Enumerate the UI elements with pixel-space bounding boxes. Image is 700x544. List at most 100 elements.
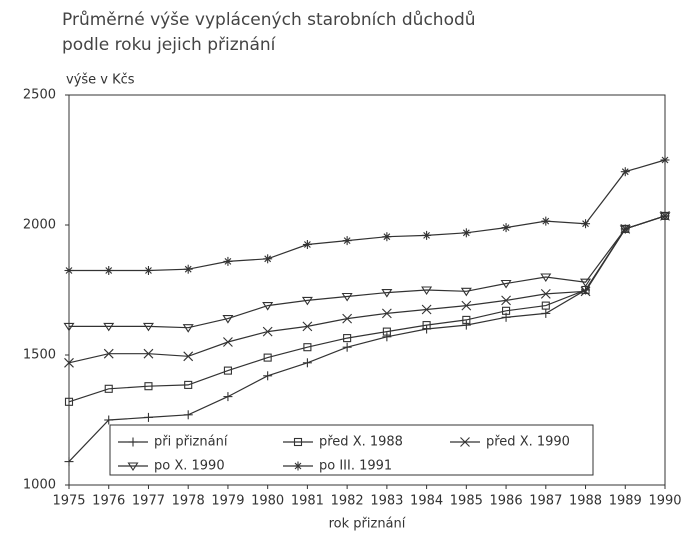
- marker: [422, 230, 432, 240]
- marker-square: [184, 380, 193, 389]
- marker-triangle: [540, 273, 552, 283]
- marker: [104, 266, 114, 275]
- x-tick-label: 1975: [52, 494, 85, 509]
- marker: [382, 327, 391, 336]
- marker-square: [64, 397, 74, 406]
- marker-triangle: [301, 296, 313, 306]
- marker: [660, 155, 670, 165]
- marker: [461, 320, 471, 330]
- marker: [541, 301, 550, 310]
- marker-triangle: [659, 212, 671, 221]
- marker: [341, 292, 353, 302]
- marker-stroke: [184, 265, 192, 273]
- marker-stroke: [183, 351, 194, 362]
- marker: [64, 457, 74, 467]
- marker: [501, 295, 511, 306]
- marker-square: [223, 366, 232, 375]
- marker-stroke: [542, 217, 550, 225]
- marker: [142, 322, 154, 332]
- marker: [104, 415, 114, 425]
- marker-stroke: [145, 267, 152, 274]
- marker: [381, 289, 393, 298]
- marker: [103, 322, 115, 332]
- marker-triangle: [182, 324, 194, 333]
- marker: [184, 380, 193, 389]
- x-tick-label: 1979: [211, 494, 244, 509]
- marker: [381, 308, 392, 319]
- marker-triangle: [63, 322, 75, 332]
- marker: [343, 334, 352, 343]
- series-line: [68, 215, 666, 364]
- marker: [421, 286, 433, 296]
- marker: [143, 348, 154, 359]
- marker-stroke: [540, 289, 551, 299]
- marker-stroke: [105, 267, 113, 274]
- marker: [303, 343, 312, 352]
- marker: [128, 437, 138, 447]
- marker-triangle: [460, 287, 472, 297]
- marker: [127, 462, 139, 472]
- marker: [293, 437, 303, 447]
- marker-stroke: [264, 255, 272, 263]
- marker: [461, 228, 471, 238]
- marker: [182, 324, 194, 333]
- x-tick-label: 1988: [569, 494, 602, 509]
- marker: [462, 315, 471, 324]
- x-tick-label: 1986: [490, 494, 523, 509]
- marker: [64, 357, 74, 368]
- marker: [293, 461, 303, 471]
- series-line: [69, 159, 666, 272]
- marker-stroke: [65, 267, 73, 274]
- marker: [382, 232, 392, 242]
- marker: [301, 296, 313, 306]
- x-tick-label: 1981: [291, 494, 324, 509]
- legend-box: [109, 424, 594, 476]
- marker: [502, 306, 511, 315]
- marker: [183, 351, 194, 362]
- marker: [263, 371, 273, 381]
- y-tick-label: 2500: [23, 88, 56, 103]
- marker-stroke: [383, 233, 391, 241]
- marker: [302, 321, 313, 332]
- x-tick-label: 1980: [251, 494, 284, 509]
- marker-stroke: [342, 313, 353, 324]
- marker-triangle: [222, 315, 234, 324]
- series-line: [68, 215, 666, 403]
- legend-label: před X. 1990: [486, 435, 570, 450]
- marker: [342, 313, 353, 324]
- marker: [263, 353, 272, 362]
- marker: [143, 412, 153, 422]
- marker: [263, 254, 273, 264]
- marker: [144, 382, 153, 391]
- x-tick-label: 1983: [370, 494, 403, 509]
- marker: [541, 308, 551, 318]
- marker: [500, 279, 512, 289]
- marker: [223, 256, 233, 266]
- marker-triangle: [619, 225, 631, 234]
- marker: [262, 326, 273, 337]
- marker-triangle: [341, 292, 353, 302]
- marker: [183, 264, 193, 274]
- marker: [103, 348, 114, 359]
- marker-stroke: [502, 224, 510, 231]
- marker: [461, 300, 472, 311]
- marker: [143, 266, 153, 275]
- x-tick-label: 1978: [172, 494, 205, 509]
- marker: [501, 223, 511, 233]
- marker: [223, 392, 233, 402]
- legend-label: po III. 1991: [319, 459, 392, 474]
- marker: [460, 287, 472, 297]
- marker: [342, 342, 352, 352]
- marker-triangle: [262, 302, 274, 311]
- marker-square: [144, 382, 153, 391]
- marker: [104, 384, 113, 393]
- series-line: [69, 215, 666, 329]
- marker: [342, 236, 352, 246]
- marker: [580, 286, 591, 297]
- x-tick-label: 1982: [331, 494, 364, 509]
- marker-stroke: [294, 462, 302, 470]
- marker-square: [541, 301, 550, 310]
- marker-stroke: [582, 220, 589, 228]
- marker-stroke: [501, 295, 511, 306]
- marker: [421, 304, 432, 315]
